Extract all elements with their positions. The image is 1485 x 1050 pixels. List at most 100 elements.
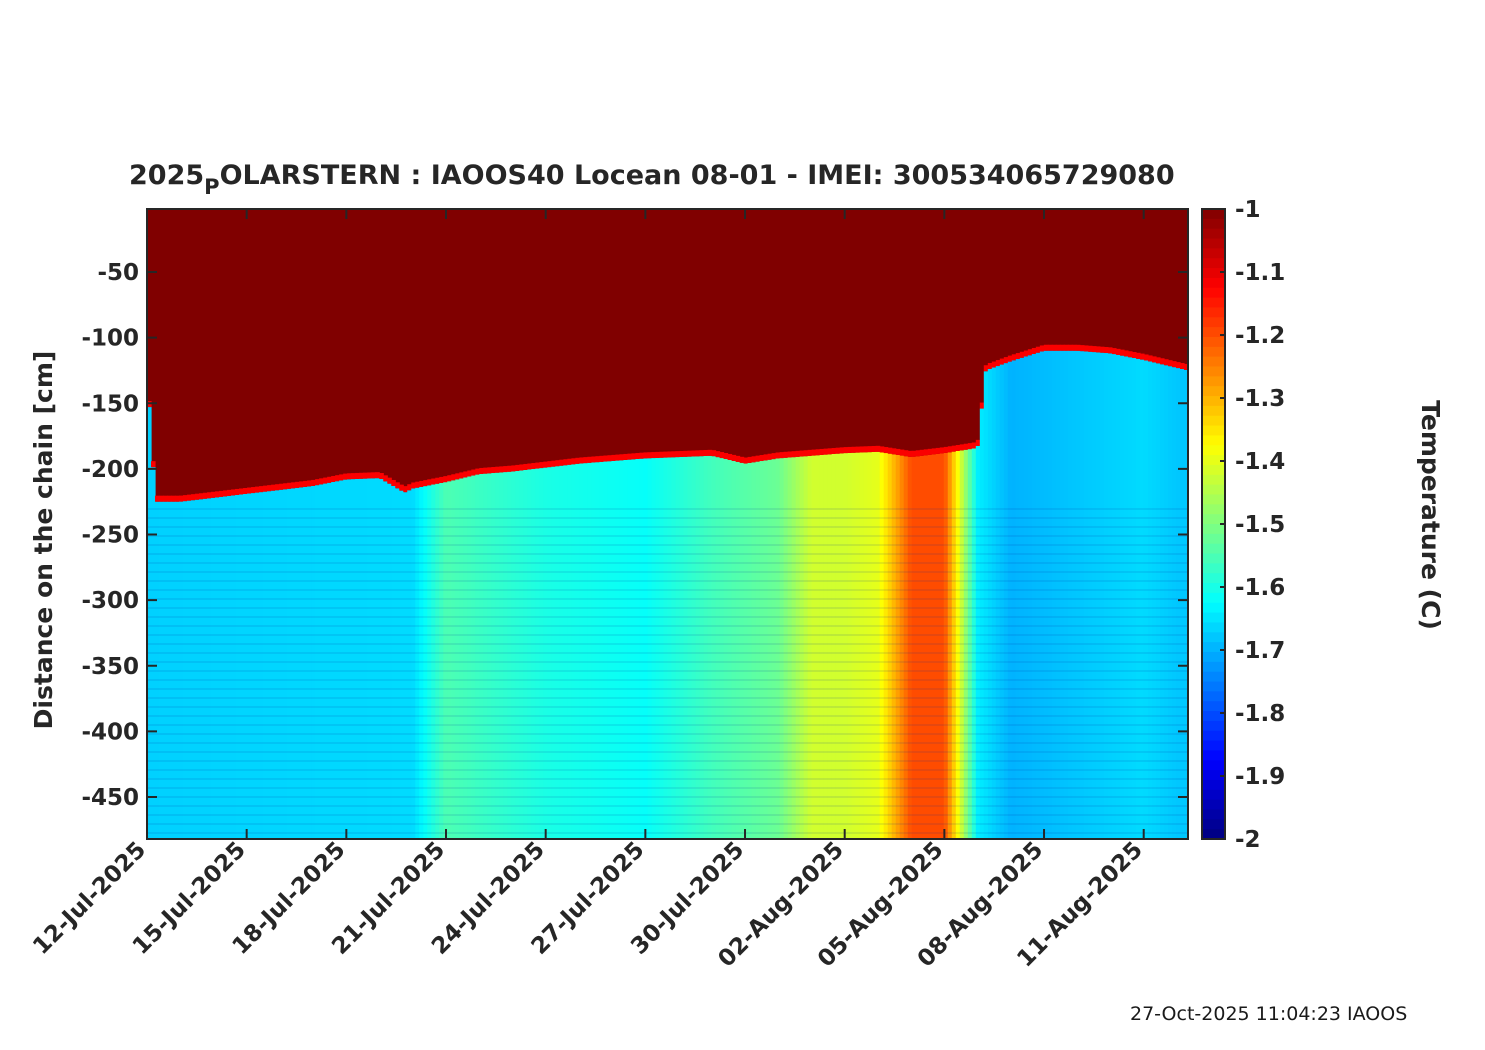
heatmap-interface-band bbox=[1043, 344, 1049, 351]
heatmap-column bbox=[1151, 362, 1157, 839]
colorbar-segment bbox=[1202, 228, 1225, 240]
colorbar-segment bbox=[1202, 573, 1225, 584]
heatmap-interface-band bbox=[859, 446, 865, 453]
heatmap-column bbox=[515, 470, 520, 839]
heatmap-interface-band bbox=[527, 463, 532, 470]
colorbar-segment bbox=[1202, 287, 1225, 299]
heatmap-column bbox=[239, 494, 244, 839]
heatmap-interface-band bbox=[607, 455, 613, 462]
plot-frame bbox=[146, 208, 1189, 840]
heatmap-interface-band bbox=[507, 465, 512, 472]
plot-area bbox=[146, 208, 1189, 840]
colorbar-segment bbox=[1202, 750, 1225, 761]
heatmap-column bbox=[503, 472, 508, 839]
heatmap-interface-band bbox=[1159, 358, 1165, 365]
heatmap-column bbox=[459, 478, 464, 839]
heatmap-interface-band bbox=[579, 457, 585, 464]
y-tick-label: -100 bbox=[81, 326, 139, 352]
heatmap-column bbox=[823, 454, 829, 839]
heatmap-column bbox=[903, 456, 909, 839]
heatmap-column bbox=[991, 367, 997, 839]
heatmap-interface-band bbox=[1151, 356, 1157, 363]
heatmap-column bbox=[743, 463, 749, 839]
heatmap-interface-band bbox=[483, 467, 488, 474]
heatmap-interface-band bbox=[635, 453, 641, 459]
colorbar: -1 -1.1 -1.2 -1.3 -1.4 -1.5 -1.6 -1.7 -1.8 -1.9 -2 bbox=[1201, 197, 1285, 853]
heatmap-interface-band bbox=[1103, 347, 1109, 354]
heatmap-column bbox=[1155, 363, 1161, 839]
colorbar-segment bbox=[1202, 681, 1225, 692]
heatmap-interface-band bbox=[327, 476, 332, 483]
heatmap-column bbox=[863, 452, 869, 839]
heatmap-column bbox=[951, 451, 957, 839]
heatmap-column bbox=[1003, 363, 1009, 839]
colorbar-segment bbox=[1202, 691, 1225, 702]
heatmap-column bbox=[1079, 351, 1085, 839]
heatmap-column bbox=[183, 501, 188, 839]
heatmap-column bbox=[919, 455, 925, 839]
heatmap-column bbox=[1115, 354, 1121, 839]
colorbar-segment bbox=[1202, 455, 1225, 466]
heatmap-interface-band bbox=[263, 485, 268, 492]
colorbar-segment bbox=[1202, 770, 1225, 781]
heatmap-column bbox=[963, 449, 969, 839]
heatmap-column bbox=[871, 451, 877, 839]
heatmap-column bbox=[759, 461, 765, 839]
heatmap-column bbox=[1035, 352, 1041, 839]
heatmap-interface-band bbox=[775, 452, 781, 459]
heatmap-interface-band bbox=[191, 494, 196, 501]
heatmap-column bbox=[627, 459, 633, 839]
heatmap-interface-band bbox=[935, 447, 941, 454]
colorbar-segment bbox=[1202, 425, 1225, 436]
heatmap-interface-band bbox=[1111, 348, 1117, 355]
heatmap-interface-band bbox=[887, 447, 893, 454]
heatmap-column bbox=[631, 459, 637, 839]
heatmap-column bbox=[679, 456, 685, 839]
colorbar-segment bbox=[1202, 642, 1225, 653]
heatmap-interface-band bbox=[587, 456, 593, 463]
heatmap-column bbox=[719, 458, 725, 839]
heatmap-interface-band bbox=[563, 459, 568, 466]
colorbar-segment bbox=[1202, 602, 1225, 614]
heatmap-interface-band bbox=[1059, 344, 1065, 351]
heatmap-interface-band bbox=[1079, 345, 1085, 352]
heatmap-column bbox=[927, 454, 933, 839]
heatmap-column bbox=[471, 475, 476, 839]
heatmap-interface-band bbox=[863, 446, 869, 453]
heatmap-column bbox=[583, 463, 589, 839]
heatmap-column bbox=[643, 458, 649, 839]
heatmap-interface-band bbox=[323, 477, 328, 484]
heatmap-column bbox=[327, 482, 332, 839]
heatmap-column bbox=[571, 464, 577, 839]
heatmap-column bbox=[1163, 365, 1169, 839]
heatmap-column bbox=[495, 472, 500, 839]
heatmap-column bbox=[531, 469, 536, 839]
heatmap-interface-band bbox=[367, 472, 372, 479]
heatmap-interface-band bbox=[1007, 355, 1013, 362]
colorbar-tick-label: -1.6 bbox=[1235, 575, 1285, 601]
heatmap-column bbox=[1119, 355, 1125, 839]
colorbar-tick-label: -2 bbox=[1235, 827, 1261, 853]
heatmap-interface-band bbox=[175, 495, 180, 502]
heatmap-interface-band bbox=[551, 460, 556, 467]
heatmap-column bbox=[651, 458, 657, 839]
heatmap-column bbox=[575, 463, 581, 839]
heatmap-interface-band bbox=[683, 450, 689, 457]
heatmap-interface-band bbox=[699, 450, 705, 457]
heatmap-interface-band bbox=[219, 490, 224, 497]
heatmap-column bbox=[1159, 364, 1165, 839]
heatmap-interface-band bbox=[1027, 349, 1033, 356]
heatmap-interface-band bbox=[1139, 353, 1145, 360]
heatmap-column bbox=[911, 456, 917, 839]
heatmap-column bbox=[899, 455, 905, 839]
heatmap-column bbox=[1107, 353, 1113, 839]
colorbar-segment bbox=[1202, 474, 1225, 486]
heatmap-column bbox=[411, 488, 416, 839]
heatmap-interface-band bbox=[1035, 346, 1041, 353]
heatmap-interface-band bbox=[867, 446, 873, 453]
heatmap-column bbox=[667, 457, 673, 839]
heatmap-column bbox=[827, 454, 833, 839]
heatmap-column bbox=[767, 459, 773, 839]
heatmap-interface-band bbox=[1015, 353, 1021, 360]
heatmap-interface-band bbox=[167, 495, 172, 502]
